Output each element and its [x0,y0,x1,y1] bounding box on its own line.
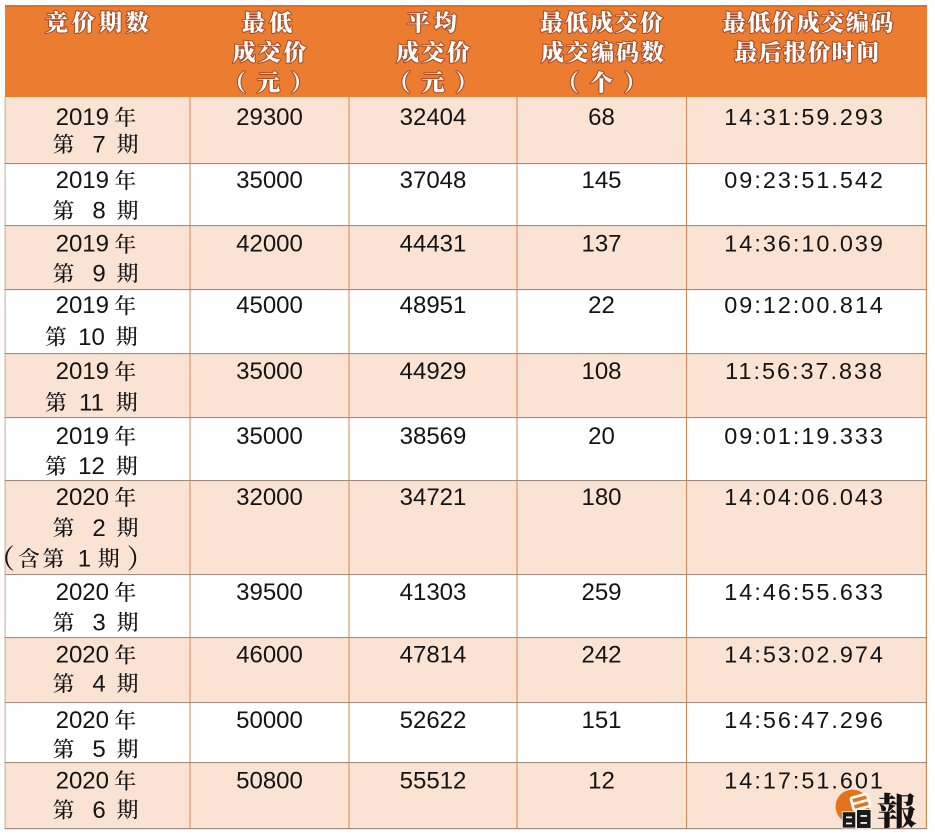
svg-text:44431: 44431 [400,231,467,258]
svg-text:48951: 48951 [400,292,467,319]
svg-text:180: 180 [581,484,621,511]
svg-text:137: 137 [581,231,621,258]
svg-text:3: 3 [92,609,105,636]
svg-text:151: 151 [581,707,621,734]
svg-text:44929: 44929 [400,358,467,385]
svg-text:35000: 35000 [236,423,303,450]
svg-text:50800: 50800 [236,768,303,795]
svg-text:32404: 32404 [400,104,467,131]
svg-text:9: 9 [92,261,105,288]
svg-text:52622: 52622 [400,707,467,734]
svg-text:2020: 2020 [56,579,109,606]
svg-text:09:01:19.333: 09:01:19.333 [724,423,885,449]
svg-text:7: 7 [92,131,105,158]
svg-text:259: 259 [581,579,621,606]
svg-text:14:04:06.043: 14:04:06.043 [724,484,885,510]
svg-text:145: 145 [581,167,621,194]
svg-text:32000: 32000 [236,484,303,511]
svg-text:35000: 35000 [236,358,303,385]
svg-text:14:53:02.974: 14:53:02.974 [724,641,885,667]
svg-text:2019: 2019 [56,358,109,385]
svg-text:2019: 2019 [56,167,109,194]
svg-text:12: 12 [588,768,615,795]
svg-text:5: 5 [92,736,105,763]
svg-text:10: 10 [78,324,105,351]
svg-text:20: 20 [588,423,615,450]
svg-text:14:56:47.296: 14:56:47.296 [724,707,885,733]
svg-text:14:31:59.293: 14:31:59.293 [724,104,885,130]
svg-text:4: 4 [92,671,105,698]
svg-text:38569: 38569 [400,423,467,450]
svg-text:34721: 34721 [400,484,467,511]
svg-text:2019: 2019 [56,104,109,131]
svg-text:108: 108 [581,358,621,385]
svg-text:09:12:00.814: 09:12:00.814 [724,292,885,318]
svg-text:2020: 2020 [56,641,109,668]
svg-text:2019: 2019 [56,292,109,319]
svg-text:14:36:10.039: 14:36:10.039 [724,231,885,257]
svg-text:2019: 2019 [56,423,109,450]
svg-text:45000: 45000 [236,292,303,319]
svg-text:11:56:37.838: 11:56:37.838 [725,358,884,384]
svg-text:6: 6 [92,797,105,824]
svg-text:37048: 37048 [400,167,467,194]
svg-text:29300: 29300 [236,104,303,131]
svg-text:47814: 47814 [400,641,467,668]
svg-text:09:23:51.542: 09:23:51.542 [724,167,885,193]
svg-text:14:46:55.633: 14:46:55.633 [724,579,885,605]
svg-text:2: 2 [92,515,105,542]
svg-text:46000: 46000 [236,641,303,668]
svg-text:14:17:51.601: 14:17:51.601 [724,768,885,794]
svg-text:2020: 2020 [56,768,109,795]
svg-text:242: 242 [581,641,621,668]
svg-text:1: 1 [78,546,91,573]
svg-text:50000: 50000 [236,707,303,734]
svg-text:42000: 42000 [236,231,303,258]
svg-text:11: 11 [79,389,104,416]
svg-text:68: 68 [588,104,615,131]
svg-text:2020: 2020 [56,484,109,511]
svg-text:22: 22 [588,292,615,319]
svg-text:41303: 41303 [400,579,467,606]
svg-text:35000: 35000 [236,167,303,194]
svg-text:2019: 2019 [56,231,109,258]
svg-text:12: 12 [78,453,105,480]
svg-text:39500: 39500 [236,579,303,606]
svg-text:55512: 55512 [400,768,467,795]
svg-text:8: 8 [92,198,105,225]
svg-text:2020: 2020 [56,707,109,734]
